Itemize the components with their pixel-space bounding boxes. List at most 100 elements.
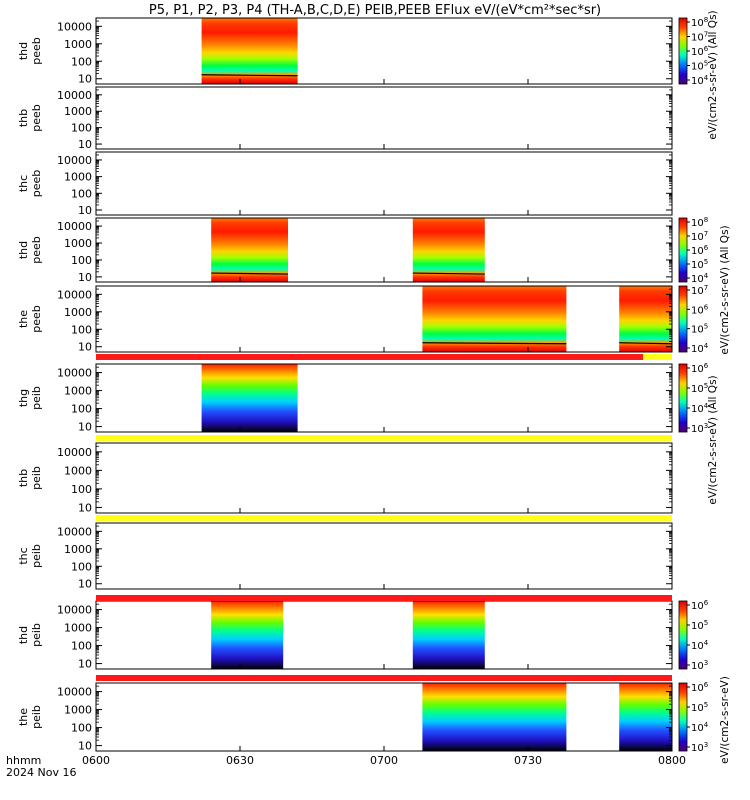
y-tick-label: 1000 xyxy=(64,237,92,250)
colorbar-tick-label: 107 xyxy=(691,284,708,297)
status-bar xyxy=(96,595,672,601)
colorbar-tick-label: 105 xyxy=(691,60,708,73)
panel-frame xyxy=(95,522,673,590)
y-tick-label: 10 xyxy=(78,341,92,354)
y-tick-label: 10 xyxy=(78,421,92,434)
colorbar-tick-label: 104 xyxy=(691,272,709,285)
colorbar-tick-label: 105 xyxy=(691,701,708,714)
status-bar-tail xyxy=(643,354,672,360)
panel-probe-label: thd xyxy=(17,241,30,259)
colorbar-tick-label: 104 xyxy=(691,74,709,87)
x-tick-label: 0730 xyxy=(514,754,542,767)
y-tick-label: 100 xyxy=(71,122,92,135)
data-interval-0 xyxy=(201,18,298,84)
potential-line xyxy=(619,342,673,345)
y-tick-label: 10 xyxy=(78,271,92,284)
colorbar-tick-label: 104 xyxy=(691,639,709,652)
panel-frame xyxy=(95,442,673,514)
colorbar-tick-label: 104 xyxy=(691,721,709,734)
panel-instrument-label: peib xyxy=(30,705,43,729)
colorbar-tick-label: 108 xyxy=(691,216,708,229)
colorbar-tick-label: 106 xyxy=(691,599,709,612)
y-tick-label: 1000 xyxy=(64,543,92,556)
panel-frame xyxy=(95,86,673,150)
potential-line xyxy=(211,272,289,275)
panel-the-peib: 10000 1000 100 10 the peib 106 105 104 103 xyxy=(17,681,709,754)
panel-frame xyxy=(95,285,673,353)
y-tick-label: 100 xyxy=(71,560,92,573)
y-tick-label: 10 xyxy=(78,204,92,217)
panel-probe-label: thg xyxy=(17,389,30,407)
colorbar-tick-label: 106 xyxy=(691,244,709,257)
data-interval-0 xyxy=(211,601,284,669)
y-tick-label: 1000 xyxy=(64,464,92,477)
y-tick-label: 10000 xyxy=(57,525,92,538)
y-tick-label: 10 xyxy=(78,740,92,753)
colorbar-tick-label: 107 xyxy=(691,230,708,243)
panel-frame xyxy=(95,151,673,216)
x-tick-label: 0700 xyxy=(370,754,398,767)
y-tick-label: 10 xyxy=(78,73,92,86)
panel-probe-label: thc xyxy=(17,547,30,564)
panel-instrument-label: peeb xyxy=(30,170,43,198)
potential-line xyxy=(412,272,485,275)
colorbar-tick-label: 106 xyxy=(691,362,709,375)
colorbar xyxy=(678,217,688,283)
figure-title: P5, P1, P2, P3, P4 (TH-A,B,C,D,E) PEIB,P… xyxy=(149,3,601,18)
panel-frame xyxy=(95,682,673,752)
y-tick-label: 1000 xyxy=(64,105,92,118)
y-tick-label: 10 xyxy=(78,138,92,151)
panel-thc-peib: 10000 1000 100 10 thc peib xyxy=(17,522,673,591)
colorbar-tick-label: 105 xyxy=(691,323,708,336)
panel-probe-label: the xyxy=(17,708,30,726)
y-tick-label: 1000 xyxy=(64,306,92,319)
colorbar-unit-label: eV/(cm2-s-sr-eV) xyxy=(719,676,731,764)
panel-thd-peib: 10000 1000 100 10 thd peib 106 105 104 103 xyxy=(17,599,709,672)
status-bar xyxy=(96,435,672,441)
data-interval-1 xyxy=(619,683,672,751)
panel-instrument-label: peib xyxy=(30,386,43,410)
status-bar xyxy=(96,354,644,360)
colorbar-tick-label: 103 xyxy=(691,659,708,672)
panel-thg-peib: 10000 1000 100 10 thg peib 106 105 104 103 xyxy=(17,362,709,435)
panel-thb-peib: 10000 1000 100 10 thb peib xyxy=(17,442,673,514)
y-tick-label: 10000 xyxy=(57,367,92,380)
y-tick-label: 100 xyxy=(71,403,92,416)
x-axis: hhmm 2024 Nov 16 0600 0630 0700 0730 0800 xyxy=(6,754,686,779)
panel-frame xyxy=(95,600,673,670)
y-tick-label: 10000 xyxy=(57,89,92,102)
colorbar xyxy=(678,285,688,353)
colorbar xyxy=(678,363,688,433)
y-tick-label: 1000 xyxy=(64,385,92,398)
panel-frame xyxy=(95,17,673,85)
colorbar-tick-label: 105 xyxy=(691,619,708,632)
x-tick-label: 0630 xyxy=(226,754,254,767)
colorbar-tick-label: 106 xyxy=(691,681,709,694)
x-axis-label: hhmm xyxy=(6,754,41,767)
y-tick-label: 10 xyxy=(78,658,92,671)
colorbar-tick-label: 107 xyxy=(691,31,708,44)
panel-thb-peeb: 10000 1000 100 10 thb peeb xyxy=(17,86,673,151)
y-tick-label: 100 xyxy=(71,640,92,653)
y-tick-label: 10000 xyxy=(57,154,92,167)
colorbar xyxy=(678,17,688,85)
panel-instrument-label: peeb xyxy=(30,104,43,132)
y-tick-label: 10000 xyxy=(57,446,92,459)
y-tick-label: 10000 xyxy=(57,604,92,617)
y-tick-label: 10000 xyxy=(57,686,92,699)
colorbar-unit-label: eV/(cm2-s-sr-eV) (All Qs) xyxy=(707,10,719,139)
panel-thc-peeb: 10000 1000 100 10 thc peeb xyxy=(17,151,673,217)
colorbar-tick-label: 106 xyxy=(691,303,709,316)
panel-instrument-label: peeb xyxy=(30,236,43,264)
panel-frame xyxy=(95,363,673,433)
y-tick-label: 10000 xyxy=(57,288,92,301)
data-interval-1 xyxy=(619,286,672,352)
y-tick-label: 1000 xyxy=(64,622,92,635)
panel-instrument-label: peeb xyxy=(30,305,43,333)
colorbar-tick-label: 108 xyxy=(691,16,708,29)
data-interval-1 xyxy=(412,601,485,669)
data-interval-0 xyxy=(211,218,288,282)
colorbar-tick-label: 104 xyxy=(691,402,709,415)
y-tick-label: 100 xyxy=(71,323,92,336)
